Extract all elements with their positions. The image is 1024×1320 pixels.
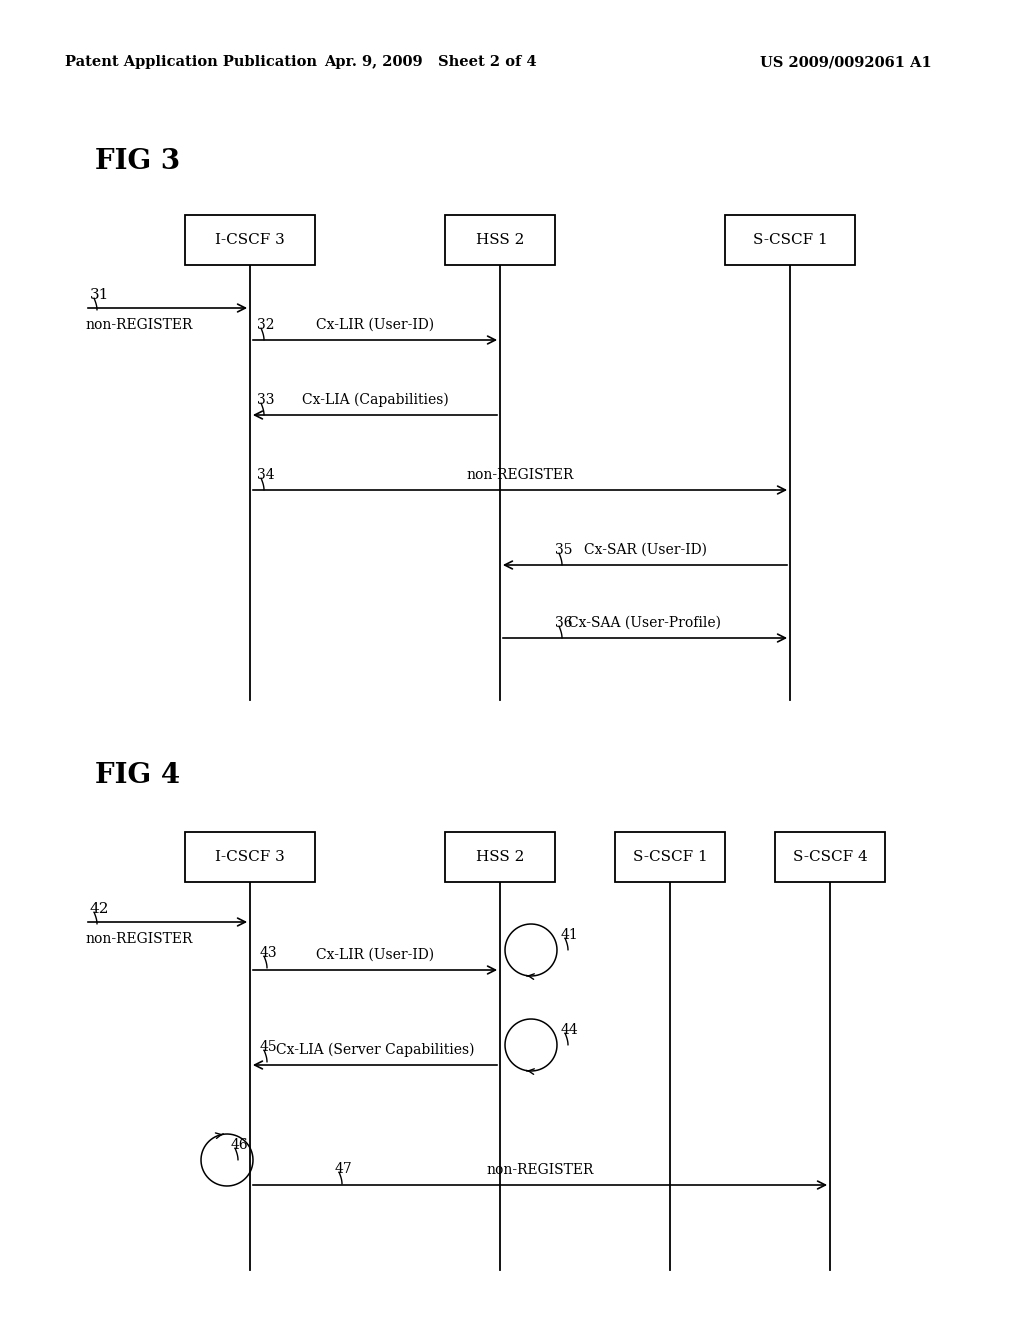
- Text: non-REGISTER: non-REGISTER: [466, 469, 573, 482]
- Bar: [775, 832, 885, 882]
- Bar: [185, 215, 315, 265]
- Text: Cx-LIR (User-ID): Cx-LIR (User-ID): [316, 948, 434, 962]
- Text: Cx-LIA (Capabilities): Cx-LIA (Capabilities): [302, 392, 449, 407]
- Text: I-CSCF 3: I-CSCF 3: [215, 234, 285, 247]
- Text: 32: 32: [257, 318, 274, 333]
- Text: I-CSCF 3: I-CSCF 3: [215, 850, 285, 865]
- Text: 47: 47: [335, 1162, 352, 1176]
- Text: 36: 36: [555, 616, 572, 630]
- Text: Apr. 9, 2009   Sheet 2 of 4: Apr. 9, 2009 Sheet 2 of 4: [324, 55, 537, 69]
- Bar: [185, 832, 315, 882]
- Text: Patent Application Publication: Patent Application Publication: [65, 55, 317, 69]
- Text: HSS 2: HSS 2: [476, 850, 524, 865]
- Text: FIG 4: FIG 4: [95, 762, 180, 789]
- Text: non-REGISTER: non-REGISTER: [85, 318, 193, 333]
- Text: 35: 35: [555, 543, 572, 557]
- Text: 41: 41: [561, 928, 579, 942]
- Bar: [725, 215, 855, 265]
- Text: S-CSCF 4: S-CSCF 4: [793, 850, 867, 865]
- Bar: [615, 832, 725, 882]
- Text: 42: 42: [90, 902, 110, 916]
- Text: S-CSCF 1: S-CSCF 1: [753, 234, 827, 247]
- Text: non-REGISTER: non-REGISTER: [85, 932, 193, 946]
- Bar: [445, 215, 555, 265]
- Text: 46: 46: [231, 1138, 249, 1152]
- Text: Cx-LIA (Server Capabilities): Cx-LIA (Server Capabilities): [275, 1043, 474, 1057]
- Text: 44: 44: [561, 1023, 579, 1038]
- Text: 34: 34: [257, 469, 274, 482]
- Text: Cx-SAA (User-Profile): Cx-SAA (User-Profile): [568, 616, 722, 630]
- Text: FIG 3: FIG 3: [95, 148, 180, 176]
- Text: HSS 2: HSS 2: [476, 234, 524, 247]
- Text: non-REGISTER: non-REGISTER: [486, 1163, 594, 1177]
- Text: 33: 33: [257, 393, 274, 407]
- Text: Cx-LIR (User-ID): Cx-LIR (User-ID): [316, 318, 434, 333]
- Text: Cx-SAR (User-ID): Cx-SAR (User-ID): [584, 543, 707, 557]
- Text: 43: 43: [260, 946, 278, 960]
- Text: S-CSCF 1: S-CSCF 1: [633, 850, 708, 865]
- Text: 45: 45: [260, 1040, 278, 1053]
- Text: US 2009/0092061 A1: US 2009/0092061 A1: [760, 55, 932, 69]
- Bar: [445, 832, 555, 882]
- Text: 31: 31: [90, 288, 110, 302]
